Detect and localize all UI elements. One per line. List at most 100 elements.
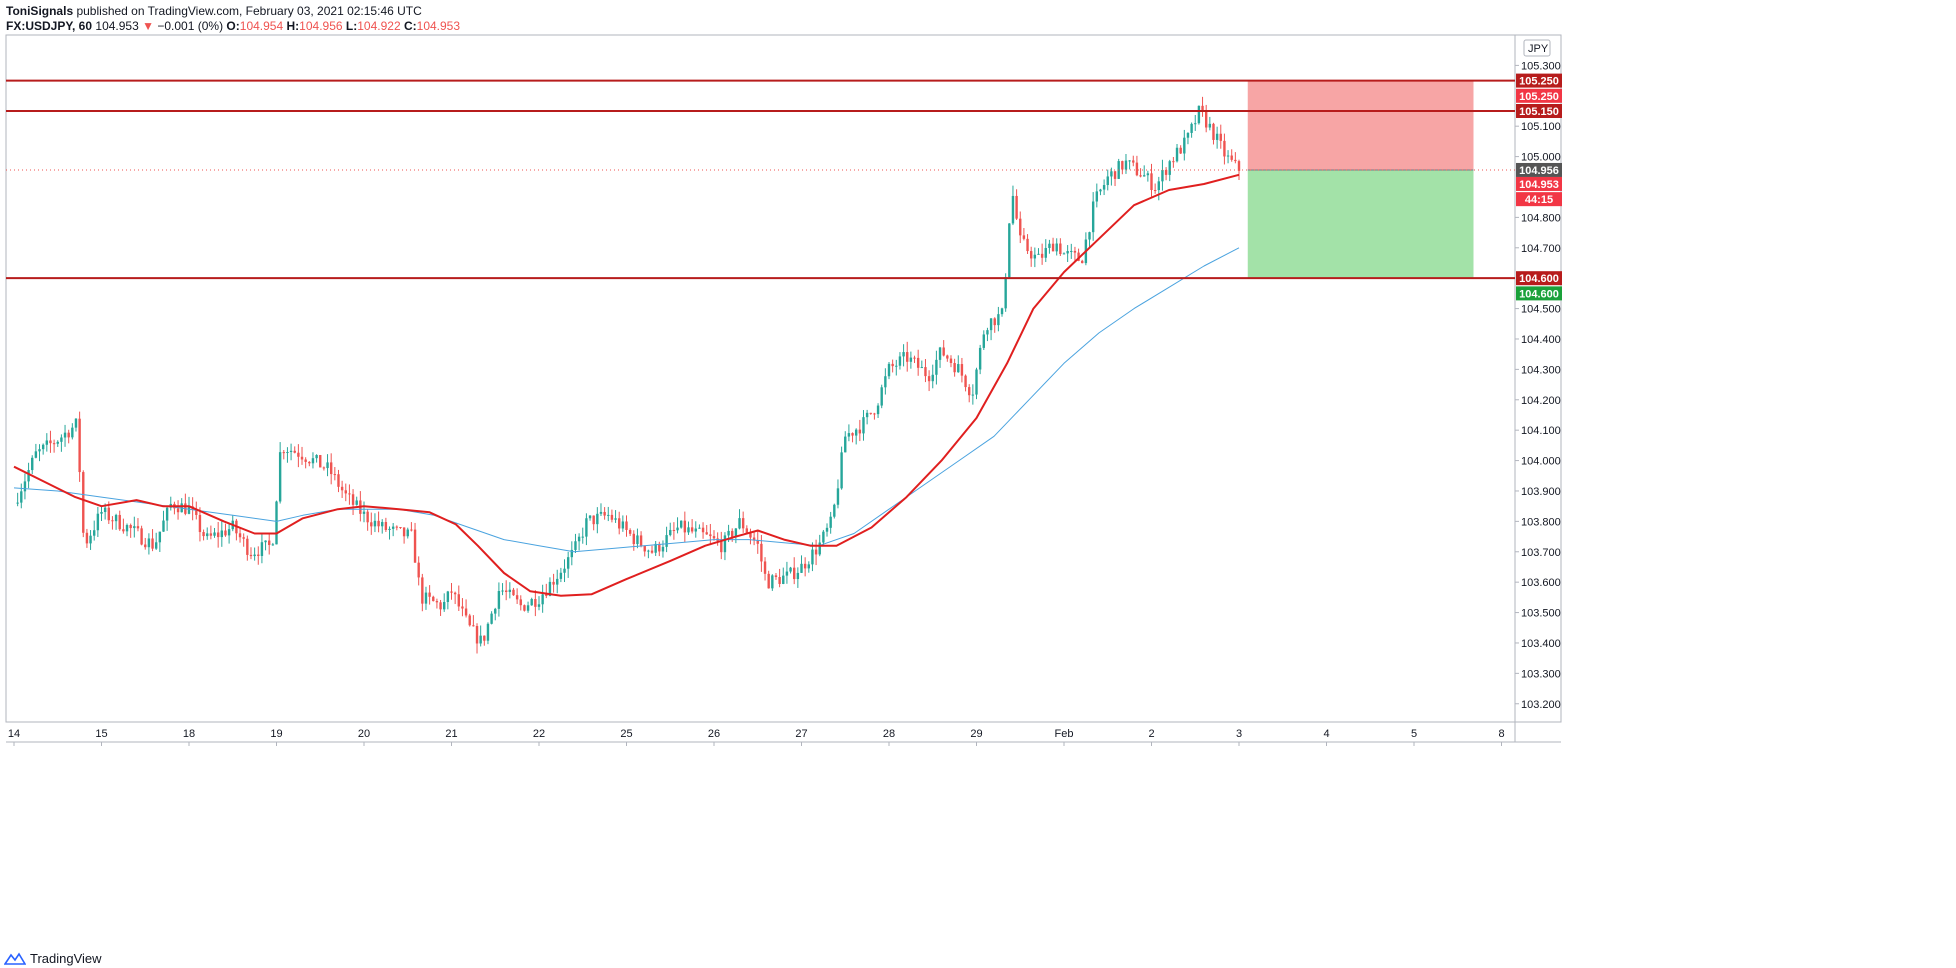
candle-body [1124, 160, 1128, 170]
candle-body [884, 376, 887, 388]
candle-body [924, 367, 927, 377]
candle-body [588, 515, 592, 519]
author-name[interactable]: ToniSignals [6, 4, 74, 18]
candle-body [621, 521, 625, 529]
candle-body [271, 544, 275, 546]
candle-body [435, 601, 439, 603]
candle-body [745, 528, 749, 534]
x-tick-label: 18 [183, 728, 195, 740]
candle-body [286, 452, 289, 454]
candle-body [512, 589, 515, 596]
stop-loss-zone[interactable] [1247, 80, 1474, 170]
candle-body [650, 550, 654, 553]
candle-body [599, 511, 603, 514]
candle-body [60, 437, 63, 442]
candle-body [1146, 173, 1150, 176]
price-tag [1516, 271, 1562, 286]
candle-body [1095, 191, 1099, 202]
candle-body [800, 563, 803, 573]
x-tick-label: 5 [1411, 728, 1417, 740]
y-tick-label: 104.000 [1521, 456, 1561, 468]
candle-body [304, 459, 307, 462]
y-tick-label: 104.400 [1521, 334, 1561, 346]
candle-body [898, 356, 902, 366]
candle-body [968, 387, 971, 396]
candle-body [873, 413, 876, 415]
price-tag [1516, 73, 1562, 88]
candle-body [114, 514, 118, 522]
currency-badge[interactable] [1523, 39, 1551, 57]
candle-body [89, 535, 92, 544]
candle-body [625, 521, 628, 530]
candle-body [209, 533, 213, 536]
take-profit-zone[interactable] [1247, 169, 1474, 279]
candle-body [187, 506, 191, 514]
chart-frame [5, 34, 1562, 723]
x-tick-label: 19 [270, 728, 282, 740]
candle-body [432, 596, 435, 602]
candle-body [370, 522, 373, 527]
tradingview-footer[interactable]: TradingView [4, 951, 102, 966]
candle-body [610, 514, 614, 520]
candle-body [1091, 201, 1095, 233]
candle-body [847, 433, 851, 437]
candle-body [224, 530, 227, 536]
candle-body [712, 536, 716, 539]
candle-body [1143, 175, 1146, 177]
price-tag-label: 44:15 [1525, 194, 1553, 206]
candle-body [122, 529, 125, 532]
price-tag-label: 105.250 [1519, 91, 1559, 103]
candle-body [636, 535, 639, 545]
candle-body [1157, 181, 1160, 191]
candle-body [242, 537, 245, 539]
candle-body [249, 554, 253, 557]
candle-body [45, 440, 49, 445]
candle-body [417, 562, 420, 578]
candle-body [1164, 169, 1168, 175]
candle-body [741, 518, 745, 529]
candle-body [957, 364, 960, 373]
candle-body [1190, 123, 1193, 133]
candle-body [253, 554, 256, 557]
candle-body [1051, 243, 1055, 252]
candle-body [935, 359, 938, 375]
candle-body [851, 433, 854, 436]
x-tick-label: 25 [620, 728, 632, 740]
symbol-label[interactable]: FX:USDJPY, 60 [6, 19, 93, 33]
candle-body [1234, 159, 1237, 162]
y-tick-label: 103.800 [1521, 516, 1561, 528]
candle-body [577, 536, 581, 542]
candle-body [796, 572, 800, 580]
candle-body [840, 452, 843, 489]
candle-body [402, 527, 406, 537]
candle-body [1183, 137, 1186, 154]
candle-body [340, 486, 344, 491]
candle-body [690, 527, 694, 532]
candle-body [683, 520, 687, 533]
candle-body [329, 462, 333, 475]
candle-body [953, 363, 956, 373]
price-tag [1516, 286, 1562, 301]
y-tick-label: 105.100 [1521, 121, 1561, 133]
candle-body [844, 436, 847, 453]
candle-body [1040, 253, 1044, 258]
y-tick-label: 103.400 [1521, 638, 1561, 650]
candle-body [676, 527, 679, 531]
candle-body [293, 450, 296, 453]
candle-body [869, 412, 872, 414]
candle-body [752, 537, 756, 541]
y-tick-label: 104.700 [1521, 243, 1561, 255]
candle-body [268, 540, 271, 545]
candle-body [1168, 161, 1171, 175]
candle-body [880, 387, 883, 406]
candle-body [158, 531, 162, 543]
candle-body [16, 502, 19, 504]
candle-body [694, 528, 697, 532]
candle-body [1088, 232, 1091, 240]
candle-body [71, 427, 74, 438]
candle-body [107, 507, 110, 521]
candle-body [1237, 161, 1241, 171]
candle-body [1128, 160, 1131, 162]
candle-body [129, 525, 132, 529]
